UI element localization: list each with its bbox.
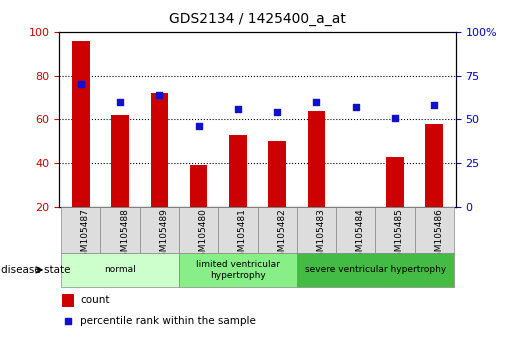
Text: GSM105483: GSM105483 <box>316 209 325 263</box>
Point <box>273 110 281 115</box>
Text: GSM105486: GSM105486 <box>434 209 443 263</box>
Bar <box>375 207 415 253</box>
Point <box>77 81 85 87</box>
Bar <box>179 253 297 287</box>
Text: GSM105488: GSM105488 <box>120 209 129 263</box>
Text: count: count <box>80 295 110 306</box>
Bar <box>61 253 179 287</box>
Bar <box>61 207 100 253</box>
Bar <box>336 207 375 253</box>
Text: GSM105482: GSM105482 <box>277 209 286 263</box>
Point <box>155 92 163 98</box>
Bar <box>425 124 443 207</box>
Point <box>195 124 203 129</box>
Bar <box>297 253 454 287</box>
Bar <box>72 41 90 207</box>
Bar <box>268 141 286 207</box>
Point <box>234 106 242 112</box>
Bar <box>297 207 336 253</box>
Bar <box>179 207 218 253</box>
Bar <box>258 207 297 253</box>
Bar <box>190 165 208 207</box>
Bar <box>100 207 140 253</box>
Point <box>64 318 73 324</box>
Text: normal: normal <box>104 266 136 274</box>
Bar <box>307 111 325 207</box>
Text: GSM105484: GSM105484 <box>356 209 365 263</box>
Bar <box>62 294 75 307</box>
Text: GSM105489: GSM105489 <box>159 209 168 263</box>
Bar <box>218 207 258 253</box>
Point <box>352 104 360 110</box>
Bar <box>150 93 168 207</box>
Bar <box>386 157 404 207</box>
Text: GDS2134 / 1425400_a_at: GDS2134 / 1425400_a_at <box>169 12 346 27</box>
Text: severe ventricular hypertrophy: severe ventricular hypertrophy <box>305 266 446 274</box>
Bar <box>111 115 129 207</box>
Text: disease state: disease state <box>1 265 71 275</box>
Text: GSM105487: GSM105487 <box>81 209 90 263</box>
Text: percentile rank within the sample: percentile rank within the sample <box>80 316 256 326</box>
Text: GSM105485: GSM105485 <box>395 209 404 263</box>
Bar <box>415 207 454 253</box>
Text: GSM105480: GSM105480 <box>199 209 208 263</box>
Point <box>312 99 320 105</box>
Bar <box>229 135 247 207</box>
Bar <box>140 207 179 253</box>
Text: limited ventricular
hypertrophy: limited ventricular hypertrophy <box>196 260 280 280</box>
Point <box>430 103 438 108</box>
Text: GSM105481: GSM105481 <box>238 209 247 263</box>
Point <box>391 115 399 121</box>
Point <box>116 99 124 105</box>
